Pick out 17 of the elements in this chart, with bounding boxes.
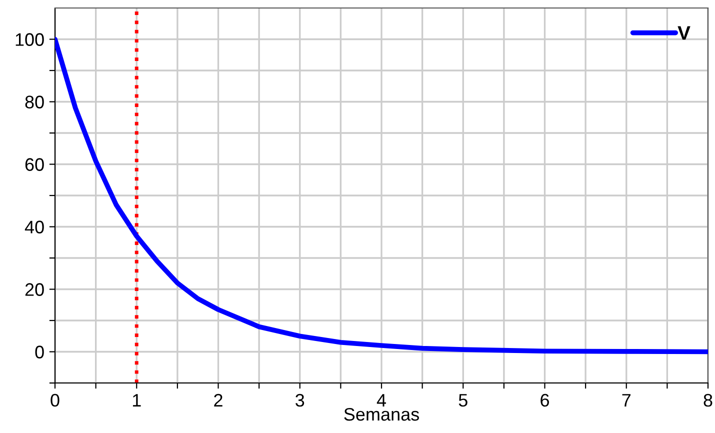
- x-tick-label: 8: [704, 394, 712, 407]
- x-tick-label: 2: [214, 394, 222, 406]
- x-tick-label: 7: [622, 394, 630, 406]
- x-axis-title: Semanas: [344, 408, 419, 421]
- x-tick-label: 6: [540, 394, 549, 407]
- x-tick-label: 1: [132, 394, 141, 406]
- y-tick-label: 80: [25, 96, 44, 108]
- legend-label: V: [678, 26, 690, 40]
- x-tick-label: 5: [458, 394, 468, 407]
- y-tick-label: 0: [35, 346, 44, 358]
- y-tick-label: 60: [25, 158, 44, 171]
- y-tick-label: 20: [25, 283, 44, 296]
- x-tick-label: 0: [50, 394, 60, 407]
- y-tick-label: 40: [24, 220, 44, 234]
- y-tick-label: 100: [16, 33, 44, 46]
- x-tick-label: 4: [376, 394, 386, 406]
- x-tick-label: 3: [296, 394, 304, 407]
